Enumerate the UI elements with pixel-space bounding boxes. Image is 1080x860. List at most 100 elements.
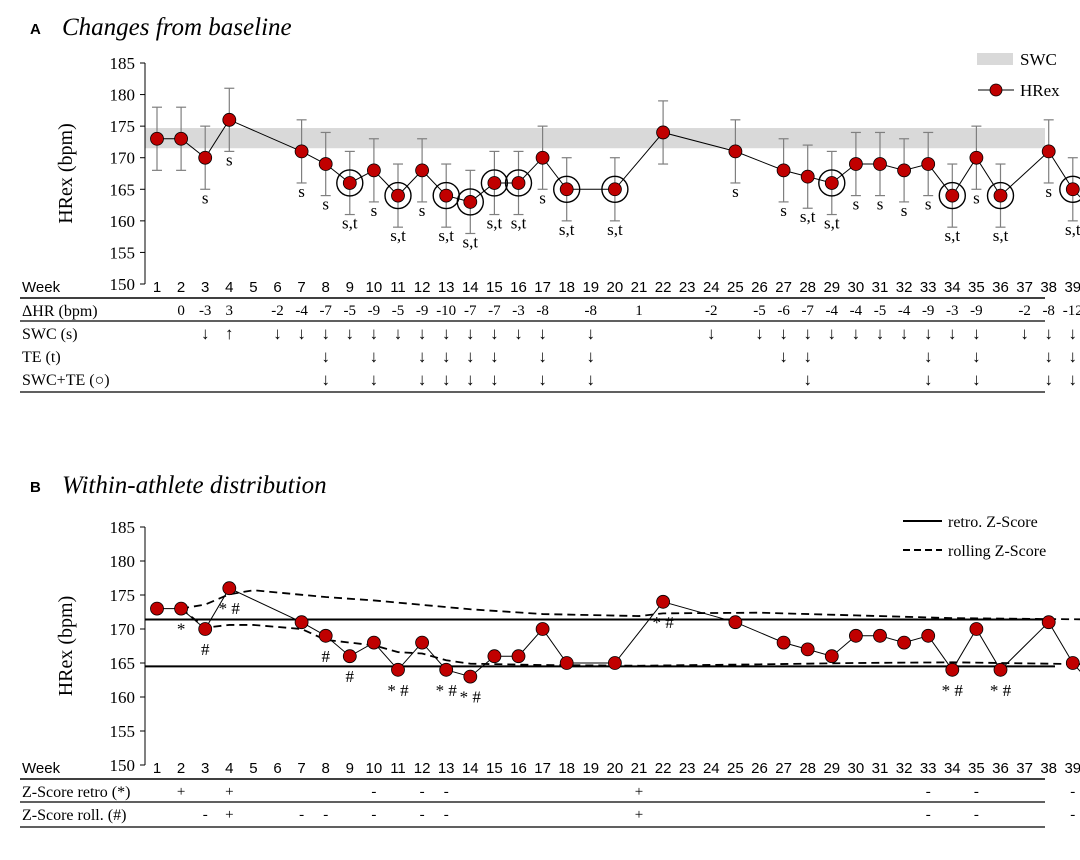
data-point	[656, 594, 670, 609]
point-annotation: * #	[652, 613, 674, 632]
week-number: 30	[848, 760, 865, 777]
point-annotation: s	[1045, 182, 1052, 201]
table-value: -7	[464, 303, 477, 319]
table-arrow: ↓	[321, 347, 330, 366]
point-annotation: s,t	[993, 226, 1009, 245]
table-arrow: ↓	[707, 324, 716, 343]
table-arrow: ↓	[587, 347, 596, 366]
table-value: -3	[512, 303, 525, 319]
data-point	[294, 615, 309, 630]
week-label: Week	[22, 760, 61, 777]
week-number: 20	[607, 760, 624, 777]
panel-letter: B	[30, 479, 41, 496]
week-number: 23	[679, 760, 696, 777]
rolling-zscore-line	[180, 589, 1080, 621]
table-arrow: ↓	[803, 370, 812, 389]
week-number: 19	[582, 279, 599, 296]
swc-te-circle	[938, 181, 966, 210]
swc-te-circle	[336, 169, 364, 197]
table-value: -5	[344, 303, 357, 319]
data-point	[993, 188, 1008, 203]
week-number: 1	[153, 279, 161, 296]
table-arrow: ↓	[466, 370, 475, 389]
week-number: 22	[655, 279, 672, 296]
data-point	[535, 150, 550, 165]
point-annotation: * #	[387, 681, 409, 700]
table-arrow: ↓	[1069, 347, 1078, 366]
table-arrow: ↓	[900, 324, 909, 343]
swc-te-circle	[480, 169, 509, 197]
table-arrow: ↓	[418, 324, 427, 343]
table-row-label: Z-Score retro (*)	[22, 784, 130, 801]
data-point	[366, 635, 381, 650]
point-annotation: #	[321, 647, 330, 666]
week-number: 25	[727, 279, 744, 296]
week-number: 27	[775, 279, 792, 296]
point-annotation: s,t	[945, 226, 961, 245]
week-number: 34	[944, 760, 961, 777]
data-point	[608, 656, 622, 670]
table-arrow: ↓	[346, 324, 355, 343]
table-value: -8	[585, 303, 598, 319]
data-point	[969, 150, 984, 165]
table-arrow: ↓	[514, 324, 523, 343]
table-arrow: ↓	[972, 347, 981, 366]
table-value: -	[420, 807, 425, 823]
data-point	[487, 649, 502, 664]
data-point	[342, 176, 357, 190]
data-point	[776, 163, 791, 178]
table-value: -3	[946, 303, 959, 319]
point-annotation: s	[732, 182, 739, 201]
week-number: 29	[823, 279, 840, 296]
data-point	[921, 157, 936, 171]
table-value: 0	[177, 303, 185, 319]
table-value: -	[299, 807, 304, 823]
point-annotation: s	[901, 201, 908, 220]
table-value: -2	[1018, 303, 1031, 319]
week-number: 38	[1040, 279, 1057, 296]
y-tick-label: 165	[110, 180, 136, 199]
week-number: 11	[390, 760, 406, 777]
legend-label: retro. Z-Score	[948, 514, 1038, 531]
table-arrow: ↓	[779, 347, 788, 366]
data-point	[969, 622, 984, 636]
week-number: 28	[799, 279, 816, 296]
week-number: 13	[438, 760, 455, 777]
table-arrow: ↓	[1069, 370, 1078, 389]
table-row-label: SWC+TE (○)	[22, 372, 110, 389]
point-annotation: s	[877, 195, 884, 214]
table-arrow: ↓	[924, 370, 933, 389]
point-annotation: s,t	[824, 214, 840, 233]
data-point	[294, 144, 309, 159]
swc-te-circle	[1059, 175, 1080, 203]
data-point	[318, 628, 333, 643]
point-annotation: s	[371, 201, 378, 220]
point-annotation: s,t	[511, 214, 527, 233]
week-number: 13	[438, 279, 455, 296]
week-number: 39	[1064, 279, 1080, 296]
week-number: 12	[414, 279, 431, 296]
data-point	[198, 622, 213, 636]
legend-swatch-point	[989, 83, 1003, 97]
table-value: -5	[753, 303, 766, 319]
table-arrow: ↓	[1044, 347, 1053, 366]
table-value: -	[420, 784, 425, 800]
table-arrow: ↓	[538, 324, 547, 343]
table-value: 3	[226, 303, 234, 319]
table-value: -	[371, 807, 376, 823]
point-annotation: s	[226, 150, 233, 169]
y-tick-label: 170	[110, 620, 136, 639]
table-value: -9	[970, 303, 983, 319]
week-number: 10	[366, 760, 383, 777]
table-arrow: ↓	[876, 324, 885, 343]
data-point	[559, 182, 574, 197]
week-number: 6	[273, 279, 281, 296]
data-point	[1041, 615, 1056, 630]
week-number: 3	[201, 279, 209, 296]
data-point	[800, 169, 815, 184]
data-point	[728, 615, 743, 630]
week-number: 35	[968, 760, 985, 777]
data-point	[174, 601, 189, 616]
table-value: 1	[635, 303, 643, 319]
point-annotation: * #	[219, 599, 241, 618]
